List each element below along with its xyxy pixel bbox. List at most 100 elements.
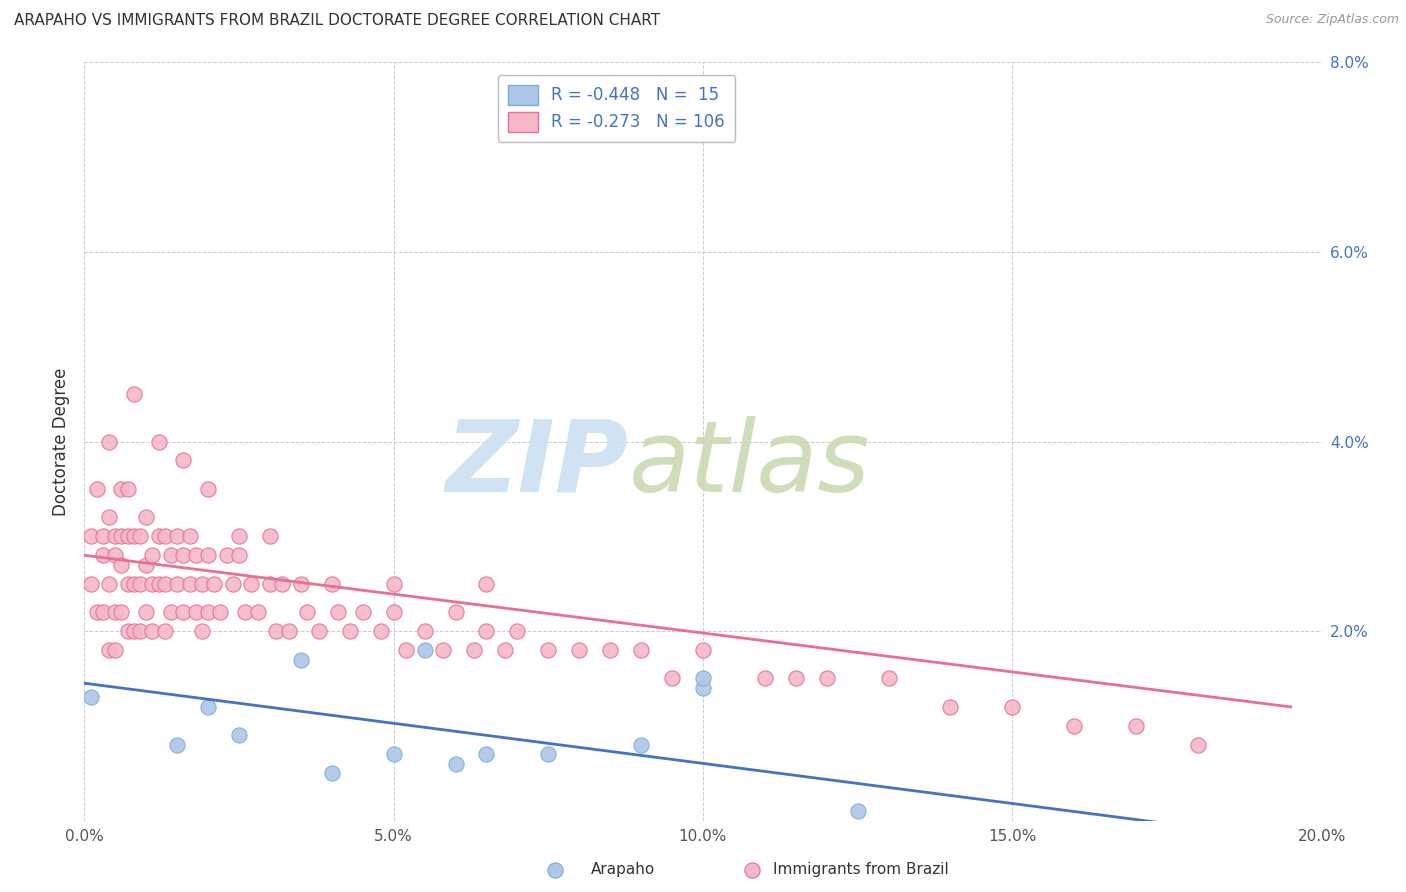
Point [326,605,349,619]
Point [110,605,132,619]
Point [122,576,145,591]
Point [290,576,312,591]
Text: Immigrants from Brazil: Immigrants from Brazil [773,863,949,877]
Point [692,681,714,695]
Point [228,728,250,742]
Point [129,624,152,639]
Point [463,643,485,657]
Point [122,529,145,543]
Point [110,482,132,496]
Point [122,387,145,401]
Point [209,605,232,619]
Point [172,548,194,563]
Point [240,576,263,591]
Point [117,624,139,639]
Point [98,576,121,591]
Point [135,605,157,619]
Point [290,652,312,666]
Point [117,529,139,543]
Text: ZIP: ZIP [446,416,628,513]
Point [197,482,219,496]
Point [86,605,108,619]
Point [202,576,225,591]
Point [98,643,121,657]
Point [233,605,256,619]
Point [184,605,207,619]
Point [661,672,683,686]
Point [444,605,467,619]
Point [197,699,219,714]
Point [91,605,114,619]
Point [104,605,127,619]
Point [939,699,962,714]
Point [160,548,183,563]
Point [475,576,498,591]
Point [91,548,114,563]
Point [179,529,201,543]
Point [166,576,188,591]
Point [98,434,121,449]
Point [537,643,560,657]
Point [1125,719,1147,733]
Point [246,605,269,619]
Point [544,863,567,877]
Point [153,624,176,639]
Point [846,804,869,818]
Point [148,576,170,591]
Point [568,643,591,657]
Point [1063,719,1085,733]
Point [382,605,405,619]
Point [382,576,405,591]
Text: atlas: atlas [628,416,870,513]
Point [86,482,108,496]
Point [277,624,299,639]
Point [166,529,188,543]
Point [117,576,139,591]
Point [91,529,114,543]
Point [129,576,152,591]
Point [179,576,201,591]
Point [321,576,343,591]
Point [785,672,807,686]
Point [141,576,163,591]
Point [877,672,900,686]
Point [110,529,132,543]
Point [148,529,170,543]
Point [141,548,163,563]
Point [630,738,652,752]
Point [197,605,219,619]
Point [191,576,214,591]
Point [264,624,287,639]
Point [352,605,374,619]
Point [148,434,170,449]
Point [153,529,176,543]
Point [259,529,281,543]
Point [308,624,330,639]
Point [135,510,157,524]
Text: Source: ZipAtlas.com: Source: ZipAtlas.com [1265,13,1399,27]
Point [184,548,207,563]
Point [172,453,194,467]
Point [191,624,214,639]
Point [599,643,621,657]
Point [692,643,714,657]
Point [475,624,498,639]
Point [104,643,127,657]
Point [475,747,498,762]
Point [166,738,188,752]
Point [172,605,194,619]
Point [321,766,343,780]
Point [117,482,139,496]
Point [259,576,281,591]
Legend: R = -0.448   N =  15, R = -0.273   N = 106: R = -0.448 N = 15, R = -0.273 N = 106 [498,75,735,142]
Point [506,624,529,639]
Point [141,624,163,639]
Point [1001,699,1024,714]
Point [222,576,245,591]
Point [153,576,176,591]
Point [494,643,516,657]
Point [432,643,454,657]
Point [295,605,318,619]
Point [122,624,145,639]
Point [129,529,152,543]
